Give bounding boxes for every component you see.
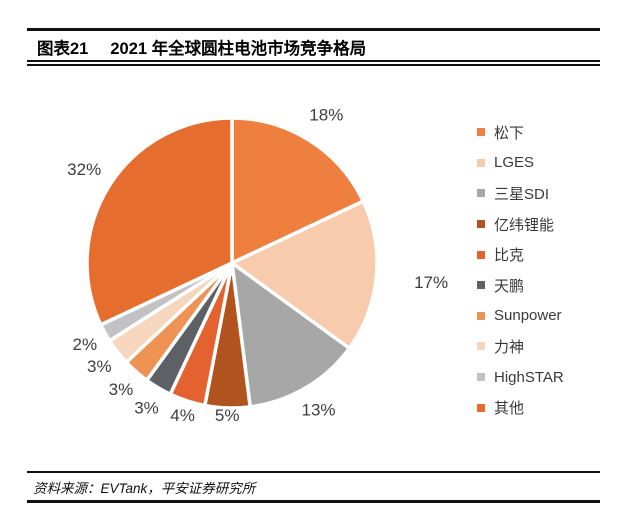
pie-percent-label: 3% (87, 357, 112, 376)
pie-percent-label: 13% (301, 400, 335, 419)
legend-item-3: 三星SDI (477, 178, 564, 209)
legend-label: HighSTAR (494, 368, 564, 386)
top-rule (27, 28, 600, 31)
legend-label: 三星SDI (494, 185, 550, 203)
legend-item-6: 天鹏 (477, 270, 564, 301)
legend-label: 力神 (494, 338, 525, 356)
pie-percent-label: 3% (134, 399, 159, 418)
pie-percent-label: 2% (73, 335, 98, 354)
figure-title-row: 图表21 2021 年全球圆柱电池市场竞争格局 (37, 35, 366, 59)
legend-label: 天鹏 (494, 277, 525, 295)
legend-item-10: 其他 (477, 392, 564, 423)
pie-slice-1 (230, 116, 365, 265)
legend-item-8: 力神 (477, 331, 564, 362)
legend-item-9: HighSTAR (477, 362, 564, 393)
data-source-note: 资料来源：EVTank，平安证券研究所 (33, 481, 256, 496)
pie-slice-10 (85, 116, 234, 327)
legend-item-1: 松下 (477, 117, 564, 148)
legend-swatch-icon (477, 342, 485, 351)
pie-slice-3 (230, 261, 352, 409)
legend-swatch-icon (477, 281, 485, 290)
footer-top-rule (27, 471, 600, 473)
legend-label: 比克 (494, 247, 525, 265)
legend-item-4: 亿纬锂能 (477, 209, 564, 240)
chart-legend: 松下 LGES 三星SDI 亿纬锂能比克天鹏 Sunpower 力神 HighSTAR 其他 (477, 117, 564, 423)
pie-percent-label: 17% (414, 273, 448, 292)
legend-swatch-icon (477, 128, 485, 137)
pie-percent-label: 32% (67, 160, 101, 179)
legend-swatch-icon (477, 158, 485, 167)
pie-percent-label: 5% (215, 406, 240, 425)
footer-bottom-rule (27, 500, 600, 503)
title-double-rule (27, 60, 600, 66)
legend-swatch-icon (477, 373, 485, 382)
legend-swatch-icon (477, 311, 485, 320)
legend-swatch-icon (477, 250, 485, 259)
figure-title: 2021 年全球圆柱电池市场竞争格局 (110, 40, 367, 58)
legend-label: LGES (494, 154, 535, 172)
legend-label: 松下 (494, 124, 525, 142)
legend-item-5: 比克 (477, 239, 564, 270)
pie-percent-label: 18% (309, 105, 343, 124)
legend-label: 其他 (494, 400, 525, 418)
legend-item-2: LGES (477, 148, 564, 179)
legend-swatch-icon (477, 220, 485, 229)
legend-swatch-icon (477, 189, 485, 198)
legend-label: Sunpower (494, 307, 562, 325)
figure-number-label: 图表21 (37, 40, 89, 58)
pie-percent-label: 3% (109, 380, 134, 399)
pie-percent-label: 4% (170, 406, 195, 425)
legend-item-7: Sunpower (477, 301, 564, 332)
legend-swatch-icon (477, 403, 485, 412)
pie-chart: 18%17%13%5%4%3%3%3%2%32% (67, 105, 448, 425)
legend-label: 亿纬锂能 (494, 216, 555, 234)
pie-slice-2 (230, 199, 379, 350)
